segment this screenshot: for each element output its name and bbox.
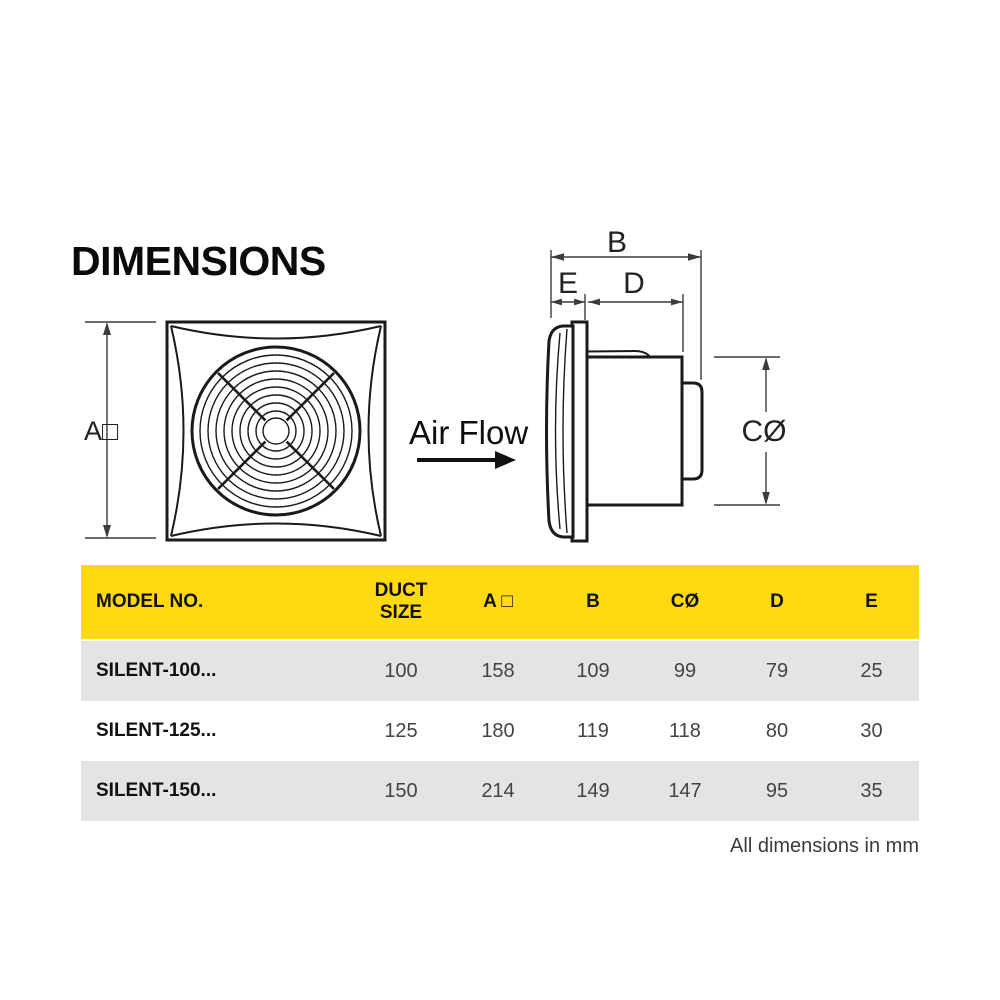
dim-e-lines	[551, 298, 585, 306]
table-header-row: MODEL NO. DUCT SIZE A □ B CØ D E	[81, 565, 919, 639]
cell-model: SILENT-100...	[96, 660, 217, 681]
cell-d: 95	[765, 779, 789, 802]
dim-label-e: E	[558, 267, 578, 300]
dim-c-lines	[714, 356, 780, 506]
dimensions-table: MODEL NO. DUCT SIZE A □ B CØ D E SILENT-…	[81, 565, 919, 821]
face-curve-right	[367, 325, 382, 537]
cell-duct: 150	[384, 779, 418, 802]
rear-spigot	[680, 381, 704, 481]
face-curve-top	[170, 325, 382, 340]
cell-e: 25	[860, 659, 883, 682]
airflow-label: Air Flow	[409, 414, 528, 451]
cell-a: 214	[481, 779, 515, 802]
dim-d-lines	[588, 298, 683, 306]
dim-b-lines	[551, 253, 701, 261]
dim-label-a: A□	[84, 416, 119, 446]
extension-lines	[550, 250, 702, 380]
cell-model: SILENT-125...	[96, 720, 217, 741]
cell-d: 80	[765, 719, 789, 742]
table-row: SILENT-150... 150 214 149 147 95 35	[81, 761, 919, 821]
dim-a-lines	[85, 321, 156, 539]
cell-b: 119	[577, 719, 609, 742]
bezel-curve-1	[554, 332, 561, 530]
col-header-b: B	[586, 591, 600, 613]
col-header-a: A □	[483, 591, 513, 613]
front-view-drawing: A□	[84, 320, 387, 542]
dim-label-c: CØ	[742, 415, 787, 448]
col-header-c: CØ	[670, 591, 700, 613]
col-header-d: D	[770, 591, 784, 613]
cell-a: 158	[481, 659, 515, 682]
duct-body-lip	[586, 349, 651, 358]
cell-c: 147	[668, 779, 702, 802]
dim-label-d: D	[623, 267, 645, 300]
bezel-curve-2	[562, 328, 568, 534]
face-curve-left	[170, 325, 185, 537]
cell-e: 35	[860, 779, 883, 802]
grille	[190, 345, 362, 517]
cell-duct: 125	[384, 719, 418, 742]
side-view-drawing: B E D	[545, 226, 787, 543]
cell-b: 149	[576, 779, 610, 802]
duct-body	[585, 355, 684, 507]
front-bezel	[545, 324, 575, 539]
units-note: All dimensions in mm	[730, 835, 919, 857]
face-curve-bottom	[170, 522, 382, 537]
table-row: SILENT-125... 125 180 119 118 80 30	[81, 701, 919, 761]
cell-d: 79	[765, 659, 789, 682]
col-header-model: MODEL NO.	[96, 591, 204, 613]
dim-label-b: B	[607, 226, 627, 259]
cell-e: 30	[860, 719, 883, 742]
col-header-e: E	[865, 591, 878, 613]
table-row: SILENT-100... 100 158 109 99 79 25	[81, 641, 919, 701]
cell-b: 109	[576, 659, 610, 682]
page-title: DIMENSIONS	[71, 238, 326, 284]
cell-a: 180	[481, 719, 515, 742]
cell-duct: 100	[384, 659, 418, 682]
cell-c: 99	[673, 659, 697, 682]
cell-c: 118	[669, 719, 701, 742]
cell-model: SILENT-150...	[96, 780, 217, 801]
col-header-duct-size: DUCT SIZE	[374, 580, 428, 623]
airflow-arrow-icon	[417, 451, 516, 469]
